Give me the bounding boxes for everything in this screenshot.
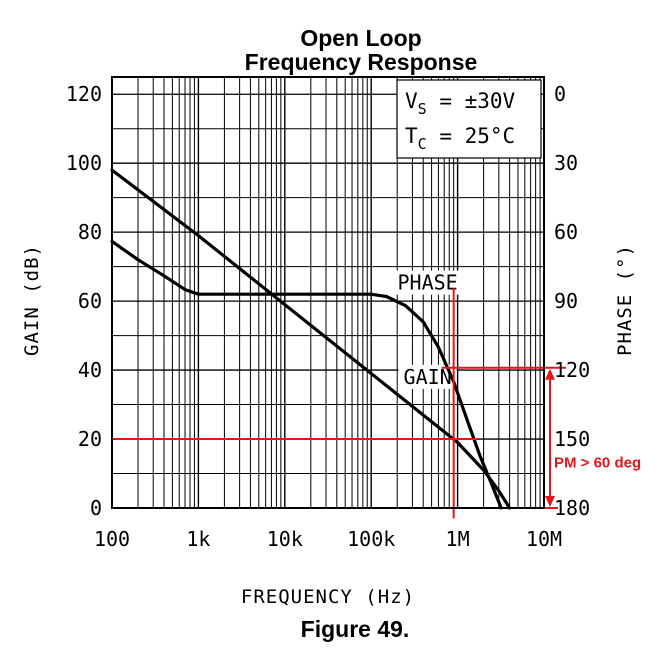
y2-tick-label: 150 [554, 427, 590, 451]
x-tick-label: 100k [347, 527, 395, 551]
y-axis-label: GAIN (dB) [21, 244, 43, 356]
legend-line: VS = ±30V [405, 89, 516, 118]
figure-caption: Figure 49. [301, 616, 410, 642]
x-tick-label: 100 [94, 527, 130, 551]
y-tick-label: 0 [90, 496, 102, 520]
y-tick-label: 120 [66, 82, 102, 106]
legend-line: TC = 25°C [405, 124, 515, 153]
axis-tick-labels: 0 20 40 60 80 100 120 0 30 60 90 120 150 180 100 1k 10k 1… [66, 82, 590, 551]
series-gain-label: GAIN [404, 365, 452, 389]
series-phase-line [110, 239, 503, 510]
x-axis-label: FREQUENCY (Hz) [241, 586, 415, 608]
arrowhead-up-icon [545, 368, 555, 380]
phase-margin-text: PM > 60 deg [554, 455, 641, 472]
legend-frame [396, 79, 542, 159]
plot-grid [112, 77, 544, 508]
plot-curves: GAIN PHASE [110, 168, 512, 510]
y2-tick-label: 60 [554, 220, 578, 244]
y-tick-label: 60 [78, 289, 102, 313]
x-tick-label: 1k [186, 527, 210, 551]
chart-subtitle: Frequency Response [245, 49, 478, 75]
y2-tick-label: 30 [554, 151, 578, 175]
chart-title: Open Loop [300, 25, 421, 51]
y2-tick-label: 90 [554, 289, 578, 313]
plot-frame [111, 76, 545, 509]
legend-box: VS = ±30V TC = 25°C [396, 79, 542, 159]
y-tick-label: 20 [78, 427, 102, 451]
y2-axis-label: PHASE (°) [614, 244, 636, 356]
y-tick-label: 80 [78, 220, 102, 244]
arrowhead-down-icon [545, 496, 555, 507]
y-tick-label: 100 [66, 151, 102, 175]
series-gain-line [110, 168, 512, 510]
series-phase-label: PHASE [398, 271, 458, 295]
x-tick-label: 1M [446, 527, 470, 551]
y-tick-label: 40 [78, 358, 102, 382]
x-tick-label: 10M [526, 527, 562, 551]
phase-margin-annotation: PM > 60 deg [112, 288, 641, 519]
series-label-background [392, 270, 463, 295]
x-tick-label: 10k [267, 527, 303, 551]
y2-tick-label: 180 [554, 496, 590, 520]
y2-tick-label: 0 [554, 82, 566, 106]
y2-tick-label: 120 [554, 358, 590, 382]
